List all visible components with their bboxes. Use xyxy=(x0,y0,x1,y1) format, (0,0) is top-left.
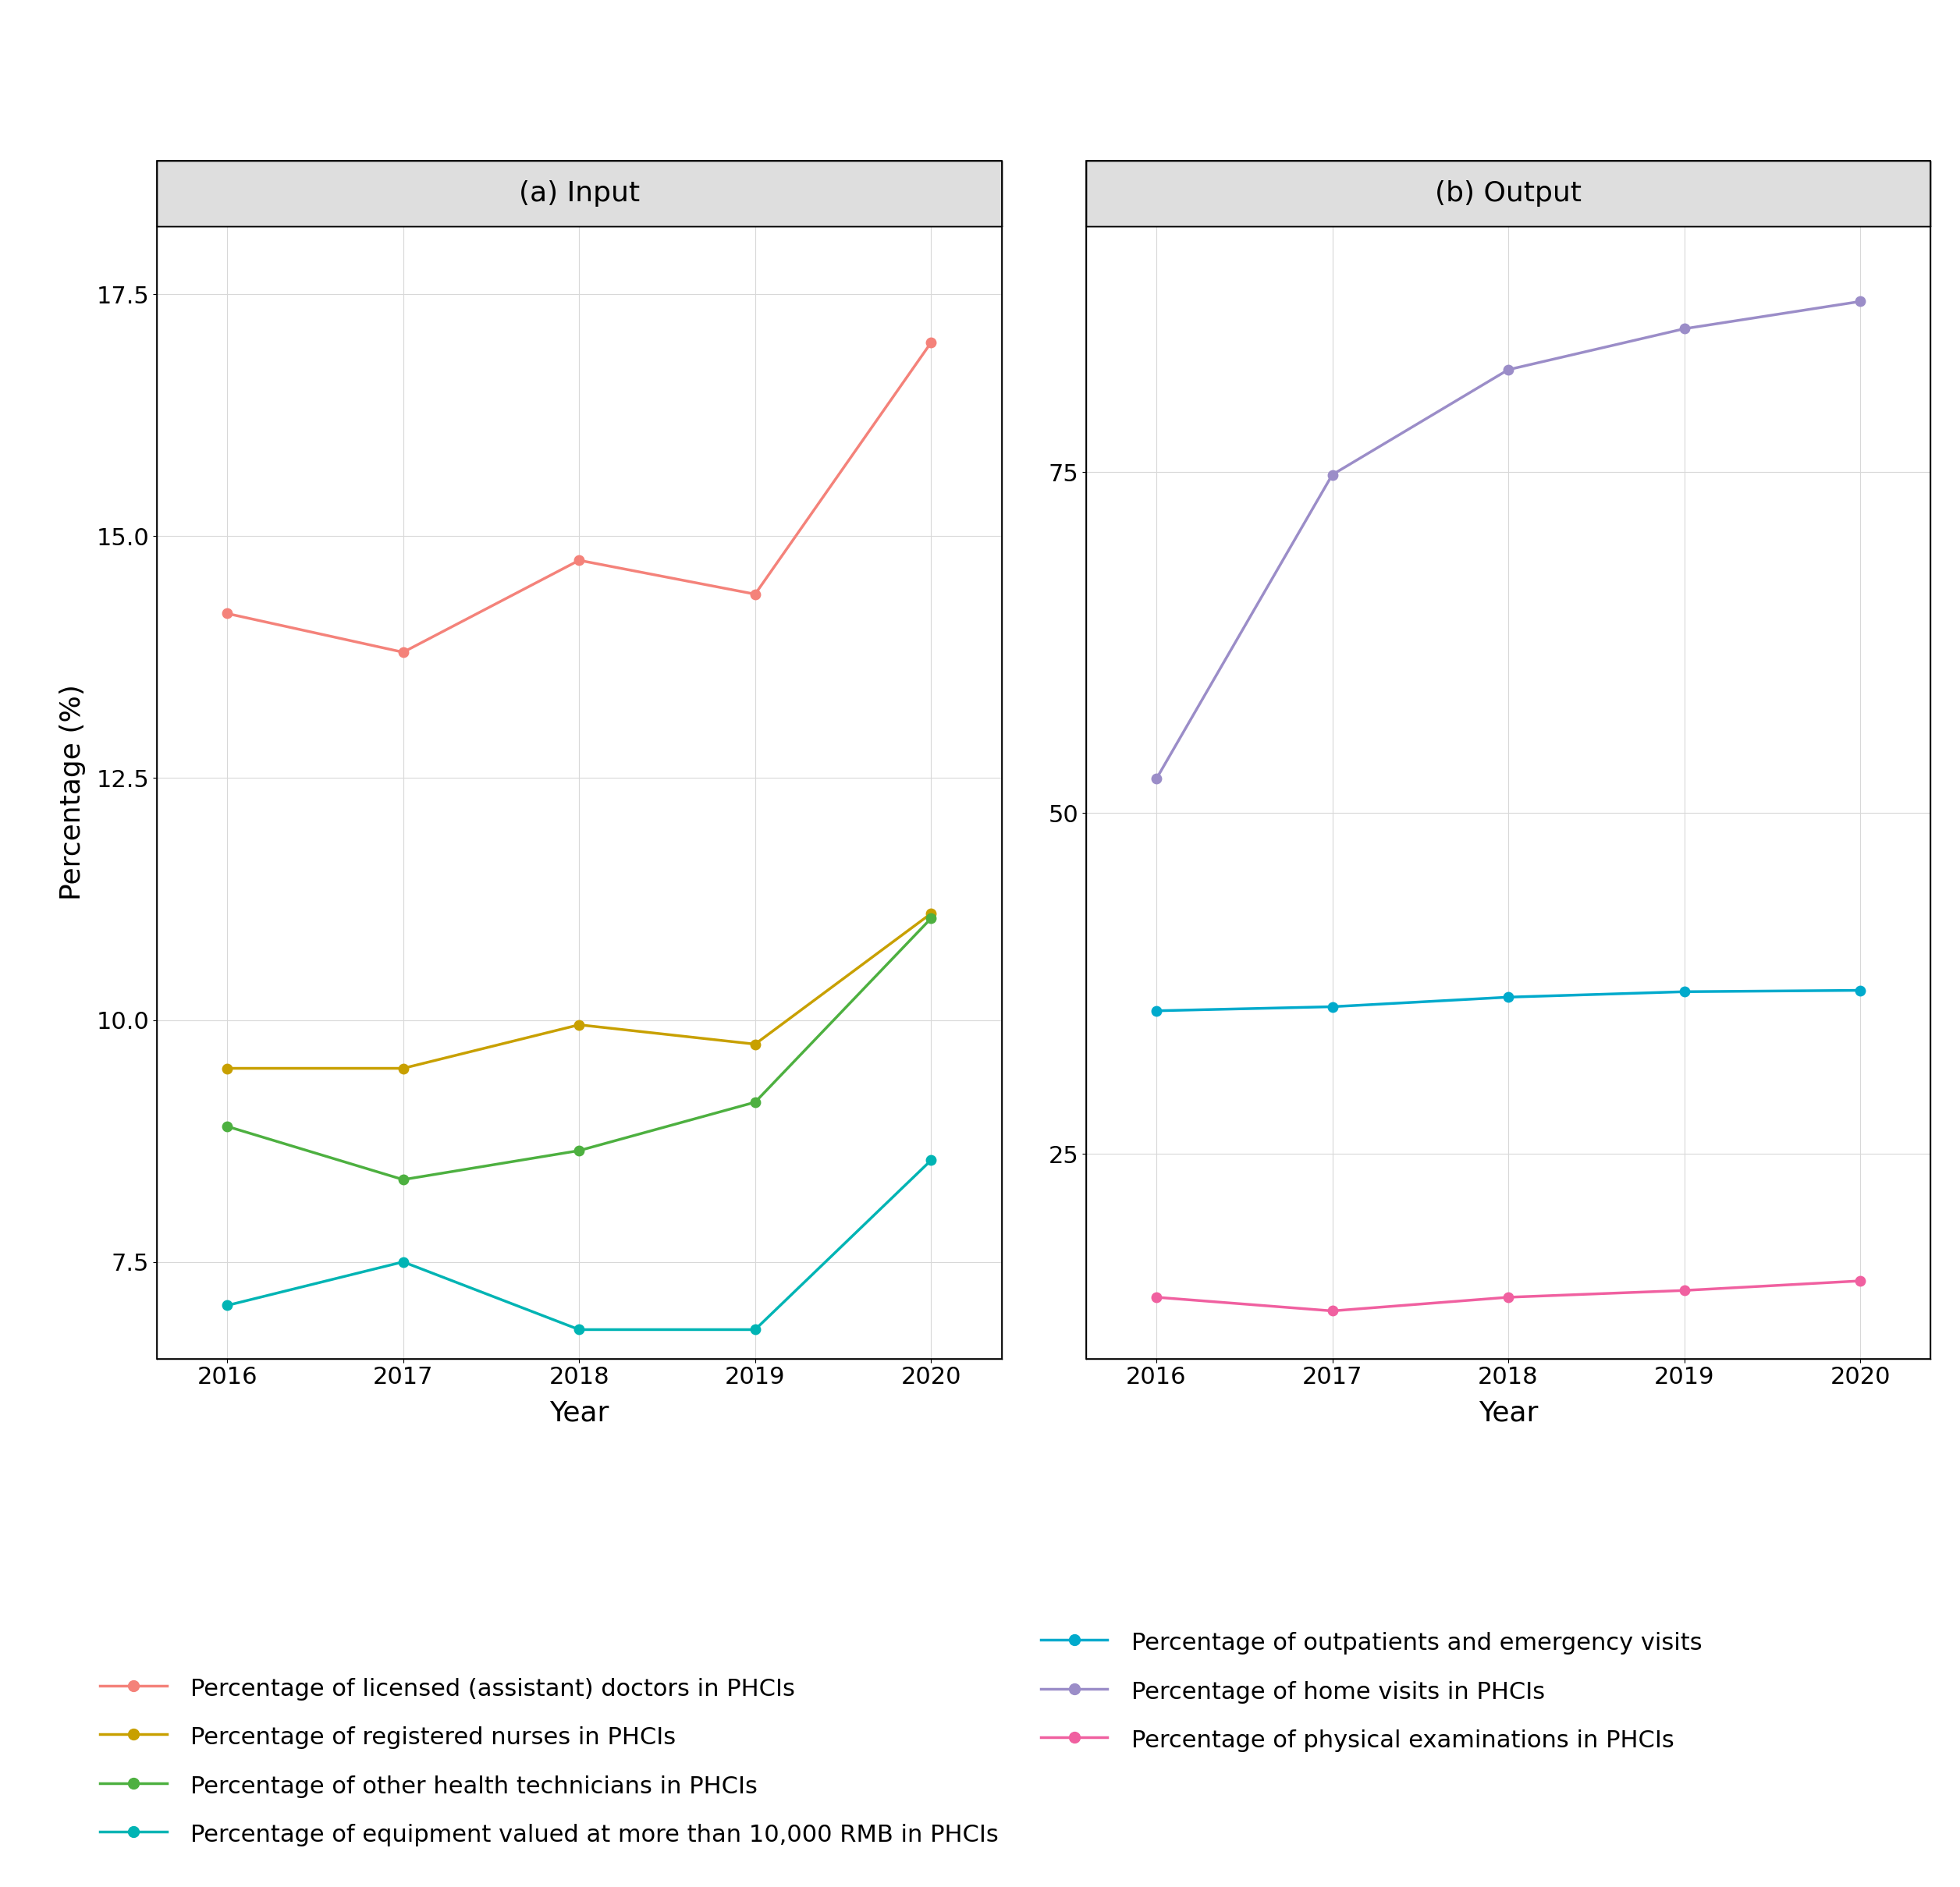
Legend: Percentage of licensed (assistant) doctors in PHCIs, Percentage of registered nu: Percentage of licensed (assistant) docto… xyxy=(90,1666,1007,1857)
Legend: Percentage of outpatients and emergency visits, Percentage of home visits in PHC: Percentage of outpatients and emergency … xyxy=(1031,1621,1711,1762)
Text: (a) Input: (a) Input xyxy=(519,179,639,208)
X-axis label: Year: Year xyxy=(549,1400,610,1427)
X-axis label: Year: Year xyxy=(1478,1400,1539,1427)
Text: (b) Output: (b) Output xyxy=(1435,179,1582,208)
Y-axis label: Percentage (%): Percentage (%) xyxy=(59,685,86,900)
